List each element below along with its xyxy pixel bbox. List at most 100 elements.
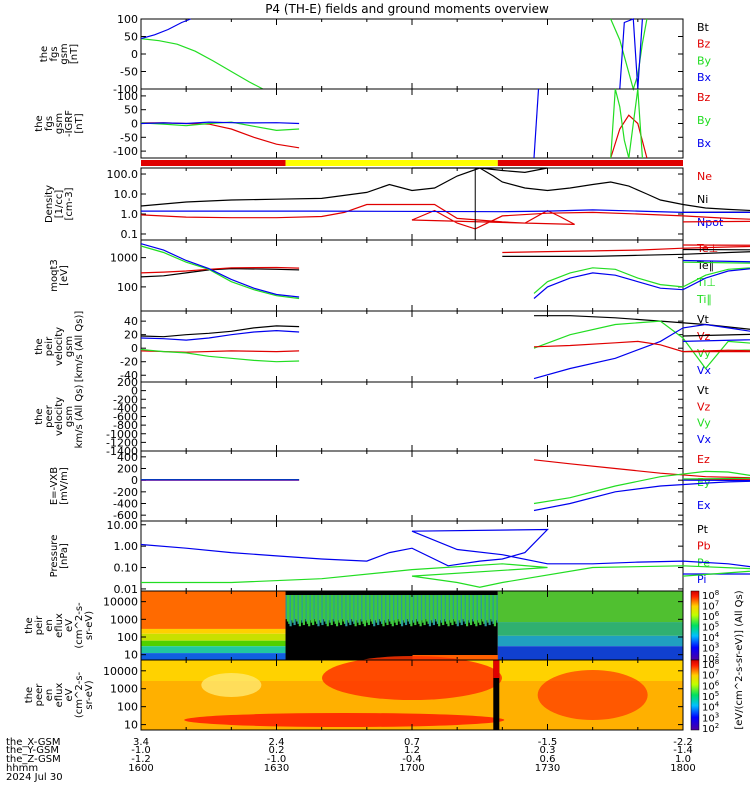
spectrogram-streak — [416, 595, 420, 622]
spectrogram-streak — [370, 595, 373, 622]
spectrogram-band — [497, 591, 683, 623]
spectrogram-streak — [414, 595, 417, 626]
legend-entry: Bz — [697, 91, 711, 104]
footer-value: -1.2 — [131, 754, 151, 765]
spectrogram-streak — [378, 595, 381, 620]
y-tick-label: 100 — [117, 701, 138, 714]
series-Ne — [140, 203, 750, 230]
y-axis-label: [km/s (All Qs)] — [74, 311, 85, 383]
footer-row-label: the_X-GSM — [6, 737, 60, 748]
spectrogram-streak — [298, 595, 302, 627]
series-Ez — [533, 459, 750, 481]
y-tick-label: 1.00 — [114, 540, 139, 553]
spectrogram-streak — [450, 595, 453, 623]
y-tick-label: 50 — [124, 31, 138, 44]
y-tick-label: 100.0 — [107, 168, 139, 181]
y-tick-label: 200 — [117, 376, 138, 389]
y-axis-label: E=-VXB — [49, 467, 60, 505]
y-tick-label: 0.01 — [114, 583, 139, 596]
footer-value: -2.2 — [673, 737, 693, 748]
spectrogram-streak — [440, 595, 443, 623]
y-axis-label: fgs — [44, 116, 55, 131]
y-tick-label: -40 — [120, 369, 138, 382]
spectrogram-streak — [391, 595, 394, 627]
y-tick-label: 0.10 — [114, 562, 139, 575]
legend-entry: Ni — [697, 193, 708, 206]
y-tick-label: -400 — [113, 402, 138, 415]
footer-value: 3.4 — [133, 737, 149, 748]
spectrogram-streak — [334, 595, 337, 624]
y-tick-label: 10 — [124, 719, 138, 732]
footer-value: -1.0 — [131, 745, 151, 756]
spectrogram-streak — [456, 595, 459, 627]
y-axis-label: en — [44, 619, 55, 632]
spectrogram-streak — [381, 595, 384, 624]
series-Vy — [533, 320, 750, 370]
spectrogram-band — [141, 646, 286, 654]
footer-value: 0.6 — [540, 754, 556, 765]
spectrogram-band — [141, 628, 286, 634]
footer-value: 1.2 — [404, 745, 420, 756]
legend-entry: Vt — [697, 313, 710, 326]
panel-9: 10000 1000 100 10 the peir en eflux eV (cm^2-s-sr… — [24, 590, 684, 662]
spectrogram-streak — [325, 595, 328, 624]
y-axis-label: velocity — [54, 327, 65, 366]
spectrogram-streak — [331, 595, 335, 620]
spectrogram-band — [141, 640, 286, 647]
legend-entry: Ne — [697, 170, 712, 183]
spectrogram-streak — [321, 595, 324, 626]
y-tick-label: 400 — [117, 451, 138, 464]
spectrogram-streak — [361, 595, 364, 622]
footer-value: 1600 — [128, 763, 153, 774]
spectrogram-streak — [435, 595, 438, 622]
spectrogram-streak — [363, 595, 367, 627]
footer-value: 1.0 — [675, 754, 691, 765]
spectrogram-streak — [418, 595, 421, 624]
spectrogram-streak — [333, 595, 336, 622]
spectrogram-streak — [427, 595, 430, 624]
spectrogram-streak — [483, 595, 486, 624]
spectrogram-streak — [329, 595, 332, 623]
legend-entry: Vx — [697, 433, 712, 446]
y-tick-label: -800 — [113, 419, 138, 432]
y-axis-label: en — [44, 689, 55, 702]
footer-value: 1630 — [264, 763, 289, 774]
y-tick-label: 10000 — [103, 596, 138, 609]
series-Ti⊥ — [533, 259, 750, 299]
spectrogram-streak — [459, 595, 462, 623]
y-tick-label: 100 — [117, 13, 138, 26]
spectrogram-streak — [317, 595, 320, 627]
y-tick-label: -50 — [120, 66, 138, 79]
spectrogram-streak — [288, 595, 291, 624]
spectrogram-streak — [455, 595, 458, 624]
spectrogram-streak — [326, 595, 329, 627]
spectrogram-streak — [308, 595, 311, 627]
spectrogram-streak — [489, 595, 493, 620]
footer-value: 1700 — [399, 763, 424, 774]
spectrogram-streak — [463, 595, 466, 622]
y-axis-label: [mV/m] — [59, 467, 70, 505]
spectrogram-streak — [493, 595, 497, 627]
spectrogram-streak — [349, 595, 352, 626]
footer-row-label: the_Z-GSM — [6, 754, 61, 765]
y-axis-label: the — [34, 338, 45, 354]
y-axis-label: the — [34, 115, 45, 131]
y-tick-label: 100 — [117, 631, 138, 644]
y-axis-label: peir — [34, 615, 45, 635]
spectrogram-streak — [379, 595, 382, 622]
colorbar — [690, 590, 700, 661]
spectrogram-band — [497, 635, 683, 647]
colorbar — [690, 659, 700, 731]
colorbar-label: [eV/(cm^2-s-sr-eV)] (All Qs) — [734, 590, 745, 729]
spectrogram-streak — [393, 595, 396, 621]
spectrogram-blob — [184, 713, 505, 727]
spectrogram-streak — [467, 595, 470, 621]
spectrogram-streak — [419, 595, 422, 627]
spectrogram-streak — [337, 595, 340, 621]
spectrogram-streak — [377, 595, 380, 626]
spectrogram-streak — [296, 595, 299, 622]
y-tick-label: -1400 — [106, 445, 138, 458]
spectrogram-blob — [322, 656, 502, 700]
spectrogram-streak — [301, 595, 304, 623]
y-tick-label: -400 — [113, 498, 138, 511]
